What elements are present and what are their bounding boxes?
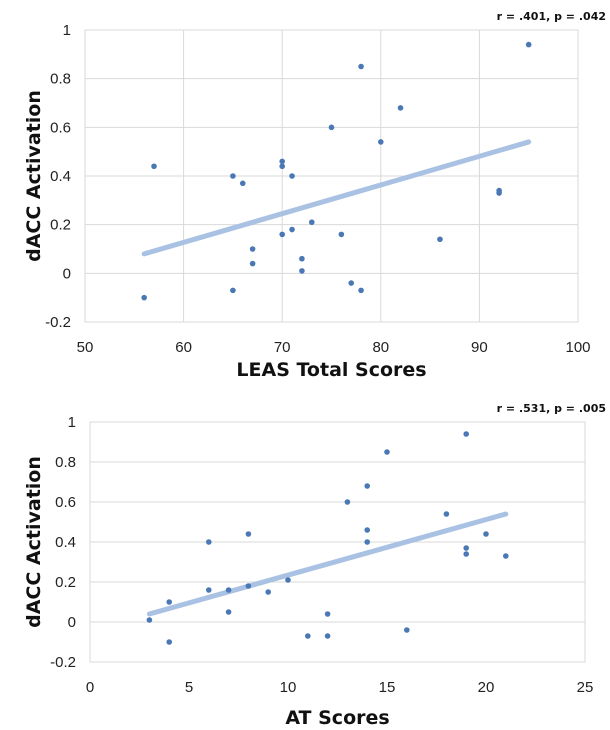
- x-tick-label: 50: [77, 339, 94, 356]
- data-point: [338, 231, 345, 238]
- y-tick-label: 0.8: [55, 454, 76, 471]
- data-point: [443, 511, 450, 517]
- data-point: [358, 287, 364, 294]
- data-point: [141, 294, 147, 301]
- data-point: [289, 226, 295, 233]
- data-point: [279, 158, 286, 165]
- data-point: [324, 633, 331, 639]
- y-axis-title: dACC Activation: [23, 90, 45, 262]
- data-point: [299, 255, 305, 262]
- data-point: [265, 589, 272, 595]
- data-point: [463, 551, 470, 557]
- data-point: [348, 280, 355, 286]
- x-tick-label: 25: [577, 679, 594, 696]
- data-point: [166, 599, 172, 605]
- data-point: [305, 633, 311, 639]
- data-point: [344, 499, 351, 505]
- data-point: [364, 539, 371, 545]
- data-point: [285, 577, 291, 583]
- data-point: [397, 105, 404, 111]
- y-tick-label: 0.4: [55, 534, 76, 551]
- data-point: [503, 553, 509, 559]
- data-point: [384, 449, 390, 455]
- y-tick-label: 1: [68, 414, 76, 431]
- data-point: [249, 246, 256, 252]
- plot-area-border: [84, 29, 579, 323]
- x-tick-label: 0: [86, 679, 94, 696]
- data-point: [239, 180, 246, 187]
- x-tick-label: 100: [565, 339, 590, 356]
- data-point: [279, 231, 286, 238]
- data-point: [245, 531, 252, 537]
- y-tick-label: 0.6: [50, 119, 71, 136]
- correlation-annotation: r = .531, p = .005: [497, 402, 606, 415]
- y-tick-label: 0: [63, 265, 71, 282]
- x-axis-title: AT Scores: [285, 707, 389, 729]
- plot-area-border: [89, 421, 586, 663]
- data-point: [358, 63, 364, 70]
- data-point: [279, 163, 286, 170]
- y-tick-label: 0.2: [55, 574, 76, 591]
- data-point: [230, 173, 236, 179]
- data-point: [463, 431, 470, 437]
- data-point: [364, 527, 371, 533]
- y-tick-label: -0.2: [45, 314, 71, 331]
- y-tick-label: 0.4: [50, 168, 71, 185]
- data-point: [483, 531, 489, 537]
- data-point: [496, 190, 502, 196]
- trendline: [146, 511, 509, 617]
- data-point: [245, 583, 252, 589]
- x-tick-label: 70: [274, 339, 291, 356]
- data-point: [308, 219, 315, 226]
- y-tick-label: 0.2: [50, 217, 71, 234]
- data-point: [525, 41, 532, 48]
- x-tick-label: 60: [175, 339, 192, 356]
- data-point: [437, 236, 443, 243]
- data-point: [151, 163, 157, 170]
- data-point: [364, 483, 371, 489]
- data-point: [324, 611, 331, 617]
- y-tick-label: 0.6: [55, 494, 76, 511]
- scatter-chart-at: -0.200.20.40.60.810 5 10 15 20 25r = .531, p …: [23, 402, 606, 729]
- y-tick-label: -0.2: [50, 654, 76, 671]
- data-point: [299, 268, 305, 274]
- x-tick-label: 90: [471, 339, 488, 356]
- scatter-chart-leas: -0.2 0 0.2 0.4 0.6 0.8 1 50 60 70 80 90 100 r = .401,…: [23, 10, 606, 380]
- data-point: [206, 539, 212, 545]
- data-point: [146, 617, 153, 623]
- y-axis-title: dACC Activation: [23, 456, 45, 628]
- data-point: [230, 287, 236, 294]
- x-axis-title: LEAS Total Scores: [236, 359, 426, 380]
- y-tick-label: 0: [68, 614, 76, 631]
- data-point: [328, 124, 335, 131]
- x-tick-label: 5: [185, 679, 193, 696]
- data-point: [378, 139, 384, 145]
- data-point: [225, 609, 232, 615]
- x-tick-label: 80: [372, 339, 389, 356]
- data-point: [206, 587, 212, 593]
- x-tick-label: 10: [280, 679, 297, 696]
- data-point: [249, 260, 256, 267]
- data-point: [463, 545, 470, 551]
- y-tick-label: 0.8: [50, 71, 71, 88]
- y-tick-label: 1: [63, 22, 71, 39]
- data-point: [289, 173, 295, 179]
- x-tick-label: 15: [379, 679, 396, 696]
- trendline: [141, 139, 532, 257]
- data-point: [166, 639, 172, 645]
- x-tick-label: 20: [478, 679, 495, 696]
- correlation-annotation: r = .401, p = .042: [497, 10, 606, 23]
- data-point: [404, 627, 410, 633]
- data-point: [225, 587, 232, 593]
